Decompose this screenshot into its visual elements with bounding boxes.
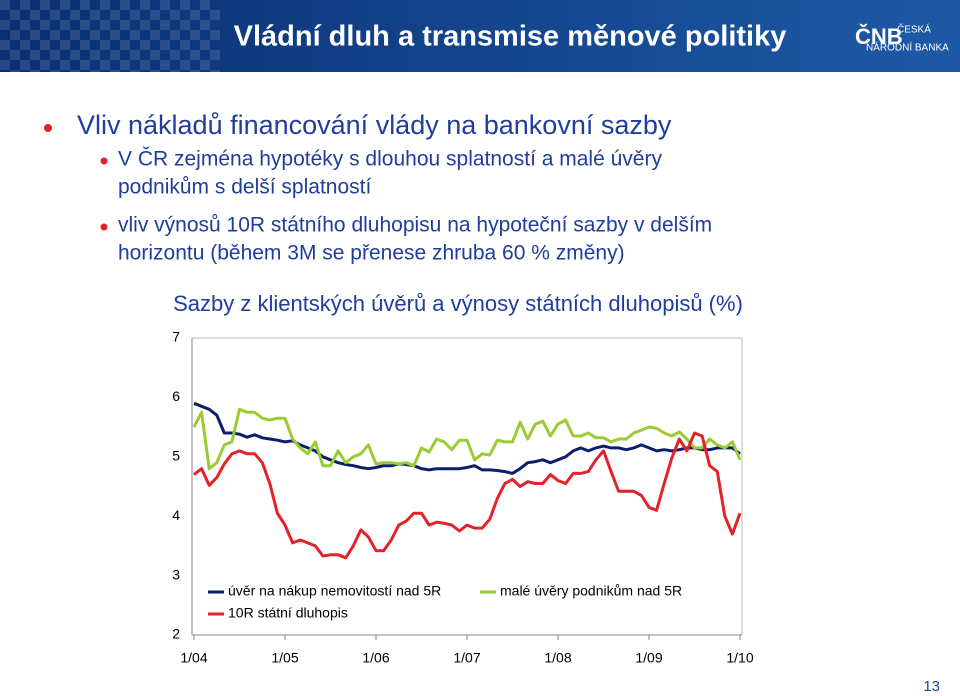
x-tick-label: 1/07 — [453, 650, 480, 666]
legend-label: malé úvěry podnikům nad 5R — [500, 583, 682, 599]
y-tick-label: 2 — [172, 626, 180, 642]
x-tick-label: 1/10 — [726, 650, 753, 666]
x-tick-label: 1/04 — [180, 650, 207, 666]
bullet — [44, 124, 52, 132]
sub-bullet-text: horizontu (během 3M se přenese zhruba 60… — [118, 242, 625, 265]
y-tick-label: 7 — [172, 329, 180, 345]
series-line — [192, 407, 742, 471]
logo-mark: ČNB — [855, 24, 903, 49]
series-line — [193, 401, 741, 475]
y-tick-label: 3 — [172, 566, 180, 582]
sub-bullet-text: V ČR zejména hypotéky s dlouhou splatnos… — [118, 148, 662, 171]
bullet-text: Vliv nákladů financování vlády na bankov… — [77, 110, 672, 140]
y-tick-label: 4 — [172, 507, 180, 523]
legend-label: 10R státní dluhopis — [228, 605, 348, 621]
x-tick-label: 1/08 — [544, 650, 571, 666]
sub-bullet-text: vliv výnosů 10R státního dluhopisu na hy… — [118, 214, 712, 237]
chart-title: Sazby z klientských úvěrů a výnosy státn… — [173, 291, 743, 316]
bullet — [100, 157, 108, 165]
x-tick-label: 1/05 — [271, 650, 298, 666]
slide-title: Vládní dluh a transmise měnové politiky — [234, 21, 787, 53]
logo-text: ČESKÁ — [897, 23, 931, 36]
x-tick-label: 1/06 — [362, 650, 389, 666]
page-number: 13 — [923, 678, 940, 695]
legend-label: úvěr na nákup nemovitostí nad 5R — [228, 583, 441, 599]
logo-text: NÁRODNÍ BANKA — [866, 41, 949, 54]
series-line — [193, 431, 742, 560]
sub-bullet-text: podnikům s delší splatností — [118, 176, 371, 199]
y-tick-label: 5 — [172, 448, 180, 464]
y-tick-label: 6 — [172, 388, 180, 404]
bullet — [100, 223, 108, 231]
header-pattern — [0, 0, 220, 72]
x-tick-label: 1/09 — [635, 650, 662, 666]
